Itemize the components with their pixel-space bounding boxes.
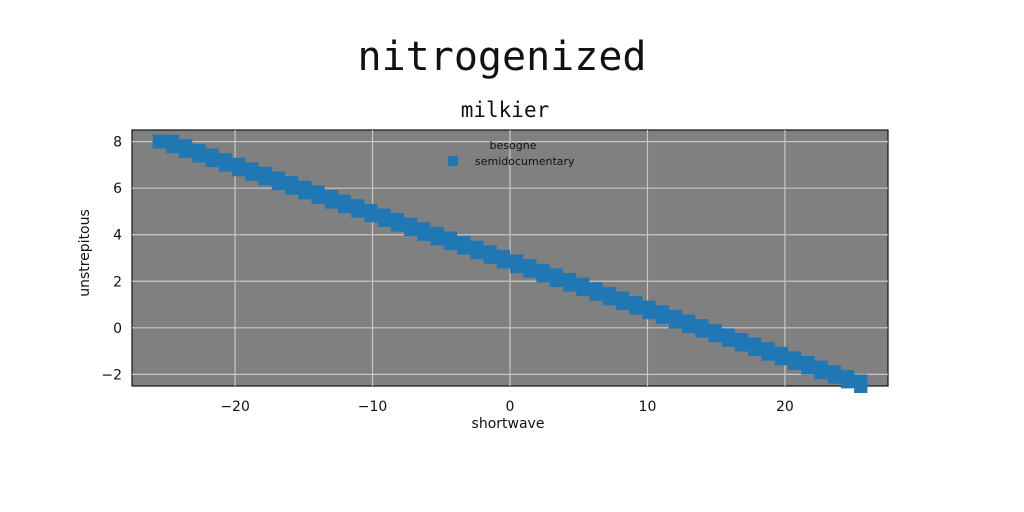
y-axis-label: unstrepitous [77, 209, 93, 297]
legend-title: besogne [490, 139, 537, 152]
y-axis-ticks: −2 0 2 4 6 8 [101, 135, 122, 384]
y-tick-label: 0 [113, 321, 122, 337]
y-tick-label: −2 [101, 367, 122, 383]
x-tick-label: −10 [358, 399, 388, 415]
chart-subtitle: milkier [461, 98, 550, 122]
plot-area [131, 129, 889, 394]
y-tick-label: 8 [113, 135, 122, 151]
y-tick-label: 6 [113, 181, 122, 197]
x-tick-label: 10 [639, 399, 657, 415]
x-axis-label: shortwave [472, 416, 545, 432]
chart-title: nitrogenized [358, 34, 647, 80]
series-band-semidocumentary [152, 134, 868, 394]
x-tick-label: 20 [776, 399, 794, 415]
y-tick-label: 4 [113, 228, 122, 244]
x-tick-label: −20 [220, 399, 250, 415]
x-axis-ticks: −20 −10 0 10 20 [220, 399, 794, 415]
legend-entry-label: semidocumentary [475, 155, 575, 168]
y-tick-label: 2 [113, 274, 122, 290]
legend: besogne semidocumentary [448, 139, 575, 168]
legend-swatch [448, 156, 458, 166]
x-tick-label: 0 [506, 399, 515, 415]
